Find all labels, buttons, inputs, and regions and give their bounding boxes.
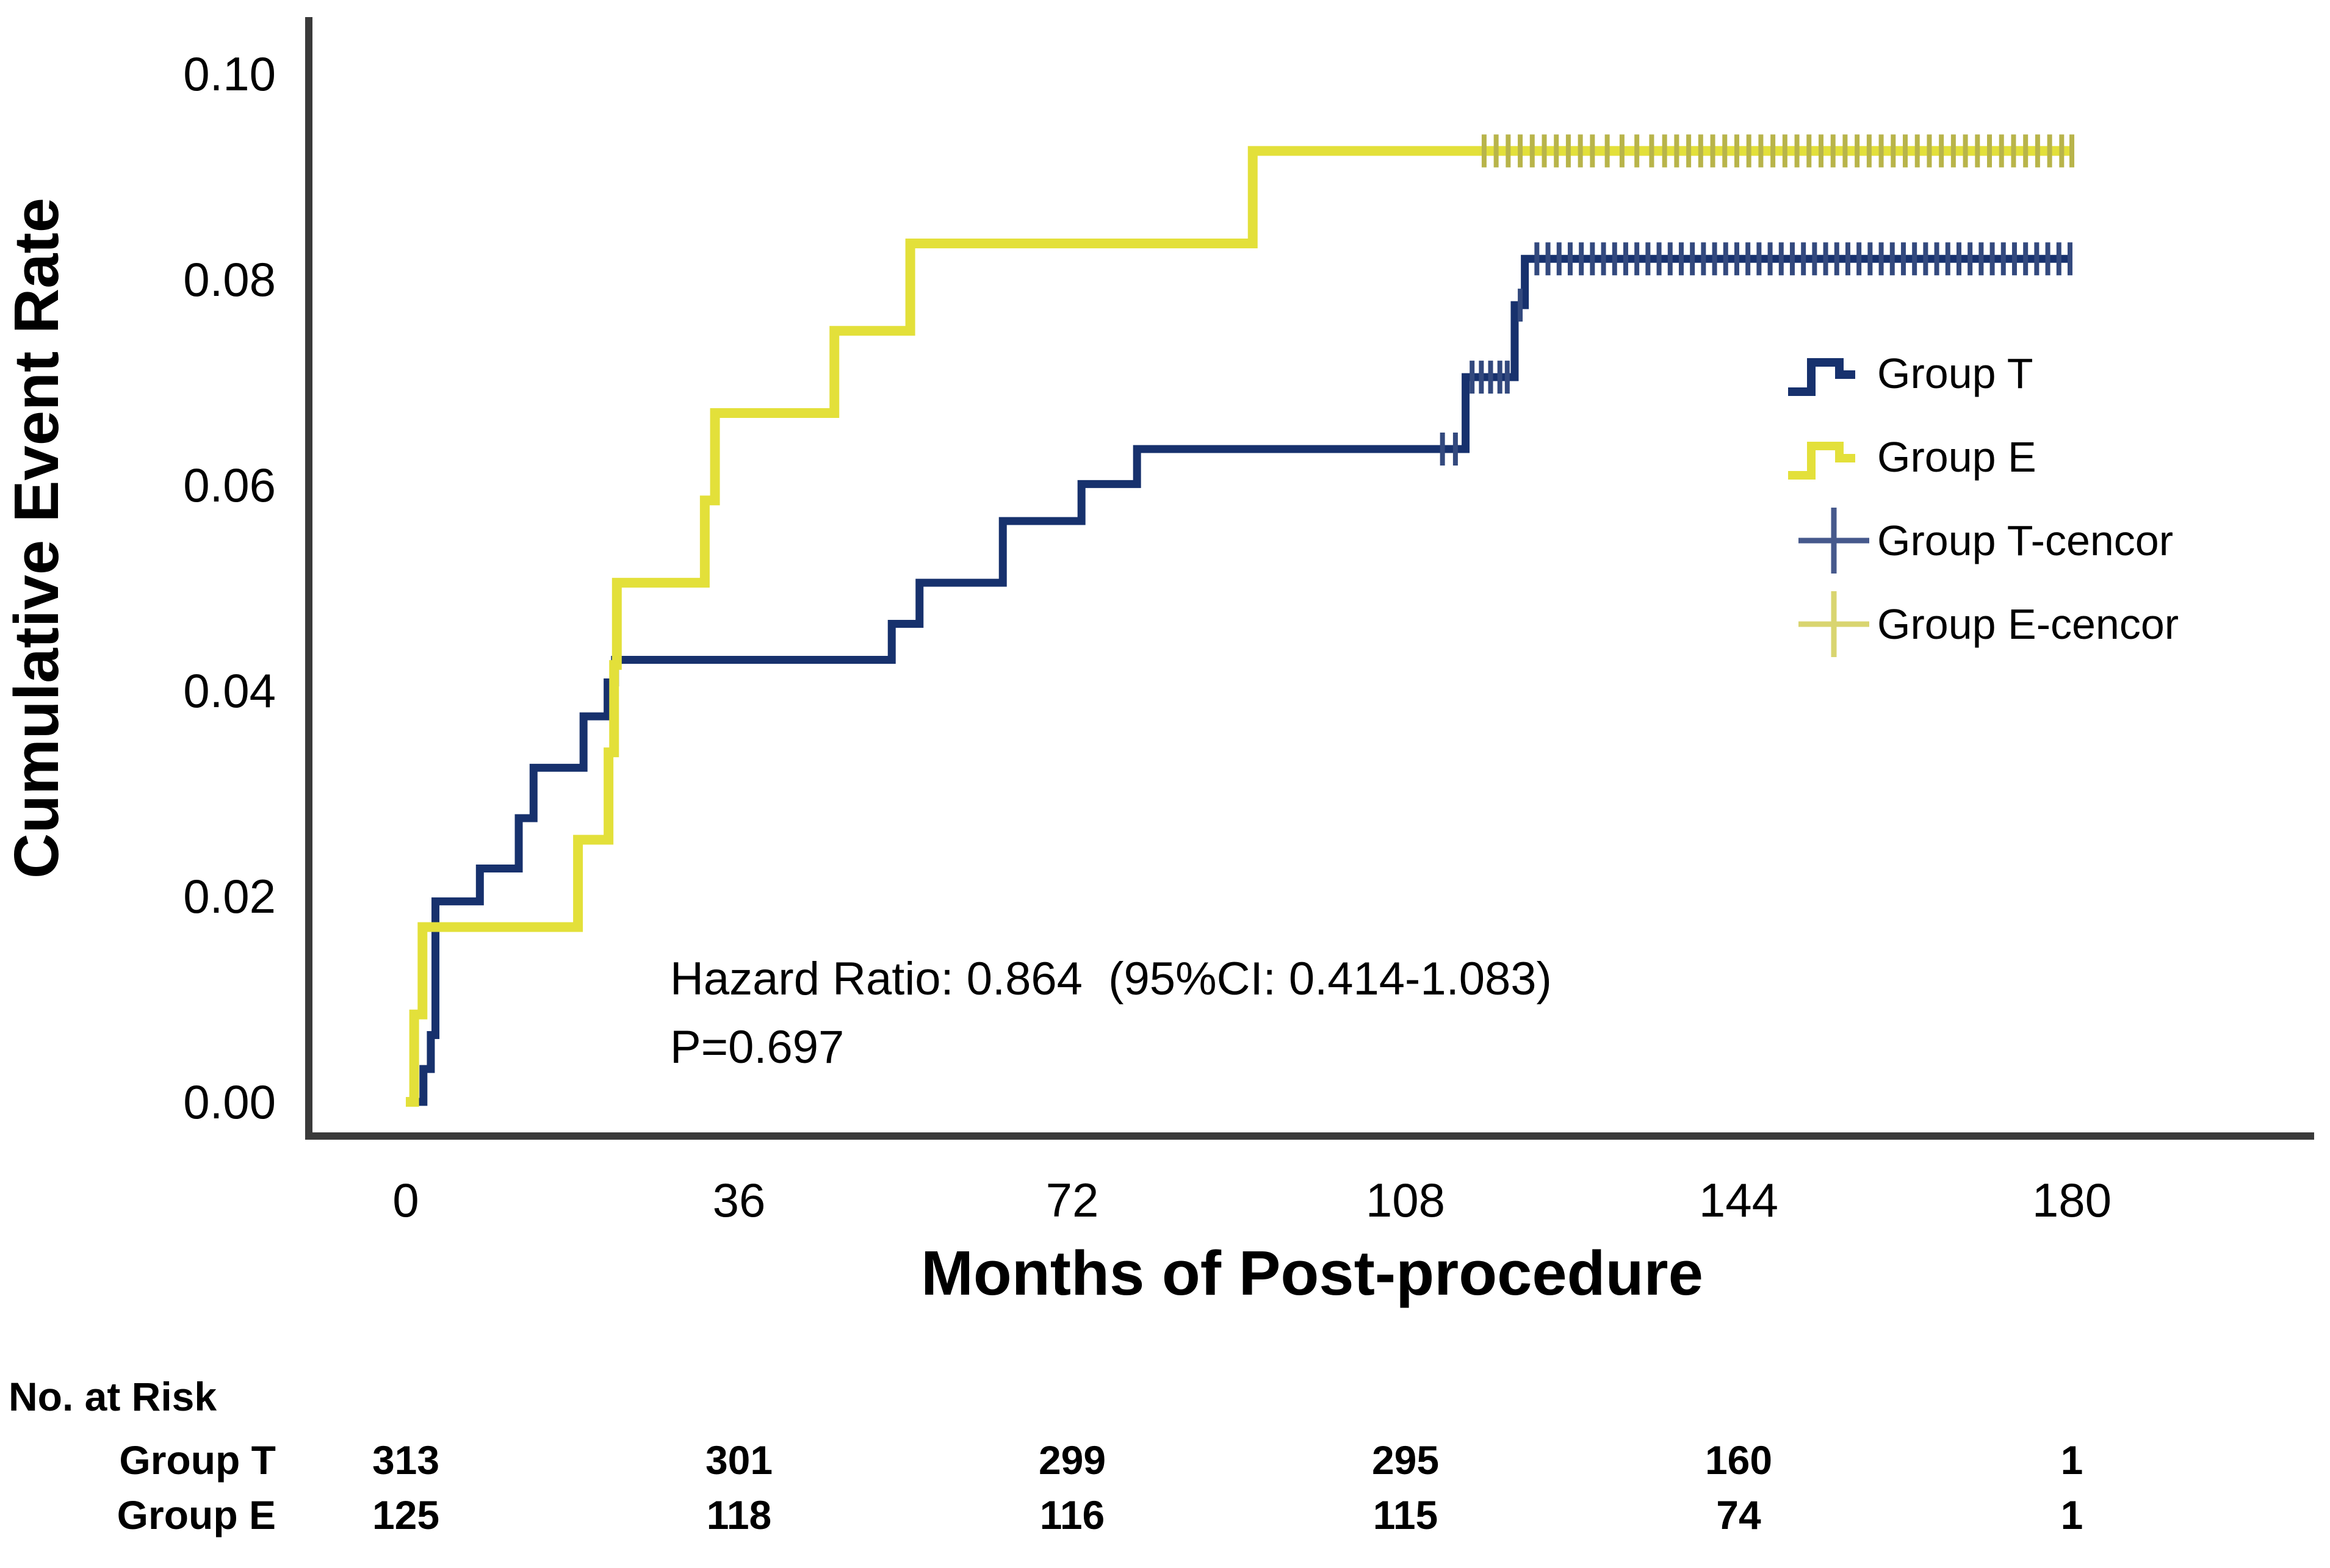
risk-count: 115 xyxy=(1373,1492,1438,1537)
legend-step-glyph xyxy=(1788,442,1855,480)
p-value-annotation: P=0.697 xyxy=(670,1021,844,1073)
y-tick-label: 0.06 xyxy=(183,458,276,512)
x-tick-label: 36 xyxy=(713,1173,766,1227)
risk-row-label: Group E xyxy=(117,1492,276,1537)
x-tick-label: 180 xyxy=(2032,1173,2112,1227)
y-tick-label: 0.02 xyxy=(183,869,276,923)
x-tick-label: 0 xyxy=(392,1173,419,1227)
y-tick-label: 0.04 xyxy=(183,664,276,717)
x-axis-title: Months of Post-procedure xyxy=(921,1238,1703,1308)
risk-count: 295 xyxy=(1372,1437,1439,1483)
legend-item-label: Group E-cencor xyxy=(1877,600,2179,648)
risk-count: 118 xyxy=(707,1492,771,1537)
y-axis-title: Cumulative Event Rate xyxy=(1,198,71,879)
legend-item-label: Group T xyxy=(1877,350,2033,397)
y-tick-label: 0.08 xyxy=(183,253,276,306)
legend-step-glyph xyxy=(1788,358,1855,396)
risk-count: 160 xyxy=(1705,1437,1772,1483)
risk-count: 74 xyxy=(1716,1492,1761,1537)
x-tick-label: 108 xyxy=(1366,1173,1445,1227)
risk-count: 1 xyxy=(2061,1492,2083,1537)
risk-count: 313 xyxy=(372,1437,439,1483)
risk-count: 116 xyxy=(1040,1492,1105,1537)
y-tick-label: 0.10 xyxy=(183,47,276,101)
y-tick-label: 0.00 xyxy=(183,1075,276,1129)
group-e-curve xyxy=(406,146,2072,1107)
risk-count: 125 xyxy=(372,1492,439,1537)
risk-count: 301 xyxy=(705,1437,773,1483)
risk-row-label: Group T xyxy=(119,1437,276,1483)
risk-count: 299 xyxy=(1039,1437,1106,1483)
x-tick-label: 144 xyxy=(1699,1173,1778,1227)
risk-count: 1 xyxy=(2061,1437,2083,1483)
legend-item-label: Group E xyxy=(1877,433,2036,481)
x-tick-label: 72 xyxy=(1046,1173,1099,1227)
risk-table-title: No. at Risk xyxy=(9,1374,217,1419)
legend-item-label: Group T-cencor xyxy=(1877,517,2173,564)
hazard-ratio-annotation: Hazard Ratio: 0.864 (95%CI: 0.414-1.083) xyxy=(670,953,1552,1005)
